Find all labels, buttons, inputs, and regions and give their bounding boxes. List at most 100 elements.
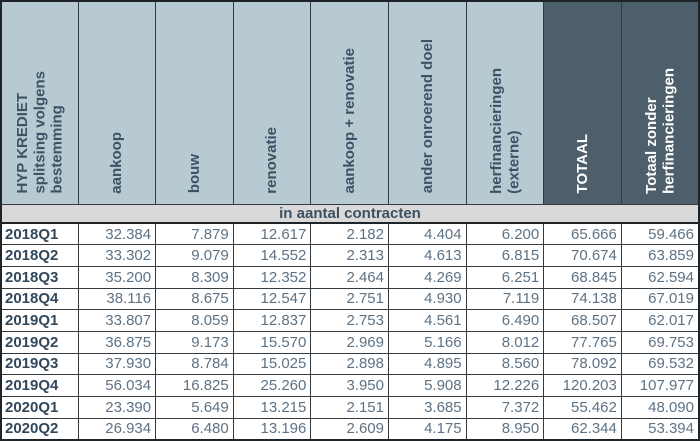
value-cell: 25.260 [232, 374, 312, 397]
row-label: 2018Q4 [0, 287, 79, 311]
value-cell: 2.751 [310, 287, 389, 311]
value-cell: 107.977 [620, 374, 700, 397]
value-cell: 6.251 [465, 265, 545, 289]
value-cell: 6.200 [465, 222, 545, 246]
value-cell: 13.215 [232, 396, 312, 419]
value-cell: 56.034 [77, 374, 157, 397]
value-cell: 120.203 [543, 374, 622, 397]
column-header-ander-onroerend-doel-label: ander onroerend doel [418, 39, 436, 194]
column-header-aankoop: aankoop [77, 0, 157, 205]
value-cell: 12.617 [232, 222, 312, 246]
column-header-herfinancieringen: herfinancieringen (externe) [465, 0, 545, 205]
value-cell: 4.404 [388, 222, 467, 246]
value-cell: 3.950 [310, 374, 389, 397]
column-header-totaal-label: TOTAAL [573, 134, 591, 194]
value-cell: 2.151 [310, 396, 389, 419]
value-cell: 78.092 [543, 352, 622, 376]
table-row: 2018Q1 32.384 7.879 12.617 2.182 4.404 6.200 65… [0, 222, 700, 246]
value-cell: 2.182 [310, 222, 389, 246]
value-cell: 33.807 [77, 309, 157, 332]
table-row: 2019Q1 33.807 8.059 12.837 2.753 4.561 6.490 68… [0, 309, 700, 332]
value-cell: 69.532 [620, 352, 700, 376]
value-cell: 55.462 [543, 396, 622, 419]
value-cell: 33.302 [77, 244, 157, 267]
value-cell: 77.765 [543, 330, 622, 354]
value-cell: 74.138 [543, 287, 622, 311]
value-cell: 70.674 [543, 244, 622, 267]
value-cell: 5.908 [388, 374, 467, 397]
column-header-bouw-label: bouw [185, 154, 203, 194]
table-row: 2018Q3 35.200 8.309 12.352 2.464 4.269 6.251 68… [0, 265, 700, 289]
column-header-aankoop-renovatie: aankoop + renovatie [310, 0, 389, 205]
column-header-renovatie-label: renovatie [263, 126, 281, 194]
value-cell: 16.825 [155, 374, 234, 397]
value-cell: 4.175 [388, 417, 467, 441]
value-cell: 7.879 [155, 222, 234, 246]
value-cell: 68.507 [543, 309, 622, 332]
column-header-totaal: TOTAAL [543, 0, 622, 205]
value-cell: 12.547 [232, 287, 312, 311]
column-header-title: HYP KREDIET splitsing volgens bestemming [0, 0, 79, 205]
value-cell: 36.875 [77, 330, 157, 354]
value-cell: 4.930 [388, 287, 467, 311]
value-cell: 7.119 [465, 287, 545, 311]
value-cell: 2.464 [310, 265, 389, 289]
value-cell: 8.675 [155, 287, 234, 311]
value-cell: 2.313 [310, 244, 389, 267]
value-cell: 32.384 [77, 222, 157, 246]
row-label: 2019Q2 [0, 330, 79, 354]
value-cell: 14.552 [232, 244, 312, 267]
row-label: 2018Q2 [0, 244, 79, 267]
value-cell: 62.017 [620, 309, 700, 332]
value-cell: 12.226 [465, 374, 545, 397]
value-cell: 5.166 [388, 330, 467, 354]
column-header-title-label: HYP KREDIET splitsing volgens bestemming [13, 70, 66, 194]
value-cell: 2.609 [310, 417, 389, 441]
value-cell: 4.269 [388, 265, 467, 289]
value-cell: 8.059 [155, 309, 234, 332]
value-cell: 6.480 [155, 417, 234, 441]
row-label: 2019Q4 [0, 374, 79, 397]
value-cell: 4.895 [388, 352, 467, 376]
value-cell: 23.390 [77, 396, 157, 419]
value-cell: 37.930 [77, 352, 157, 376]
value-cell: 6.490 [465, 309, 545, 332]
column-header-renovatie: renovatie [232, 0, 312, 205]
value-cell: 2.753 [310, 309, 389, 332]
column-header-bouw: bouw [155, 0, 234, 205]
column-header-ander-onroerend-doel: ander onroerend doel [388, 0, 467, 205]
table-row: 2019Q2 36.875 9.173 15.570 2.969 5.166 8.012 77… [0, 330, 700, 354]
value-cell: 62.594 [620, 265, 700, 289]
table-row: 2018Q2 33.302 9.079 14.552 2.313 4.613 6.815 70… [0, 244, 700, 267]
table-row: 2019Q4 56.034 16.825 25.260 3.950 5.908 12.226… [0, 374, 700, 397]
row-label: 2020Q1 [0, 396, 79, 419]
value-cell: 4.613 [388, 244, 467, 267]
value-cell: 7.372 [465, 396, 545, 419]
value-cell: 5.649 [155, 396, 234, 419]
value-cell: 8.950 [465, 417, 545, 441]
value-cell: 69.753 [620, 330, 700, 354]
row-label: 2020Q2 [0, 417, 79, 441]
value-cell: 8.012 [465, 330, 545, 354]
table-row: 2019Q3 37.930 8.784 15.025 2.898 4.895 8.560 78… [0, 352, 700, 376]
value-cell: 59.466 [620, 222, 700, 246]
value-cell: 62.344 [543, 417, 622, 441]
value-cell: 65.666 [543, 222, 622, 246]
value-cell: 12.837 [232, 309, 312, 332]
banner-row: in aantal contracten [1, 203, 699, 224]
value-cell: 63.859 [620, 244, 700, 267]
section-banner: in aantal contracten [1, 203, 699, 224]
row-label: 2018Q3 [0, 265, 79, 289]
column-header-totaal-zonder: Totaal zonder herfinancieringen [620, 0, 700, 205]
table-row: 2020Q2 26.934 6.480 13.196 2.609 4.175 8.950 62… [0, 417, 700, 441]
value-cell: 9.173 [155, 330, 234, 354]
row-label: 2019Q1 [0, 309, 79, 332]
table-row: 2020Q1 23.390 5.649 13.215 2.151 3.685 7.372 55… [0, 396, 700, 419]
value-cell: 35.200 [77, 265, 157, 289]
value-cell: 2.898 [310, 352, 389, 376]
column-header-aankoop-renovatie-label: aankoop + renovatie [341, 48, 359, 194]
value-cell: 26.934 [77, 417, 157, 441]
column-header-aankoop-label: aankoop [108, 131, 126, 194]
